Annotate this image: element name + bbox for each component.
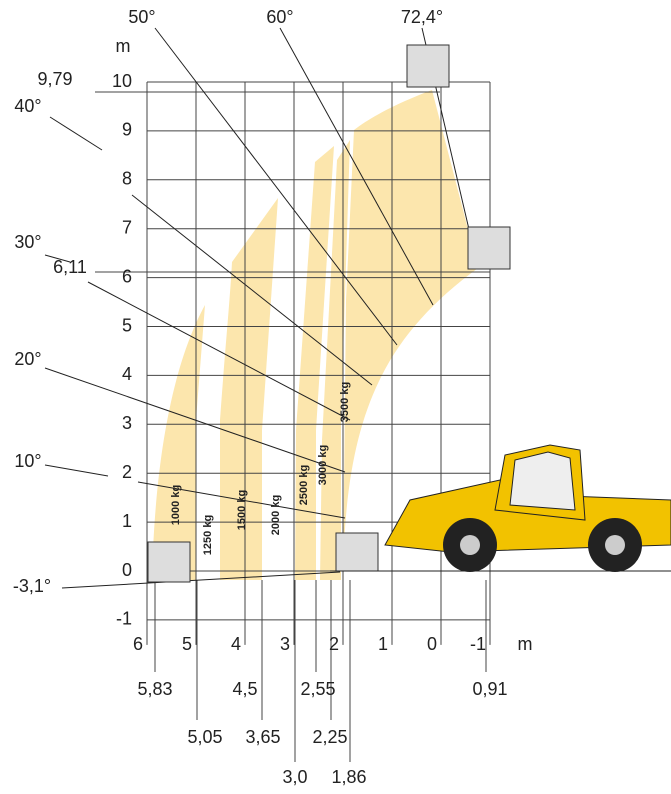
x-tick-label: 4 xyxy=(231,634,241,654)
angle-line xyxy=(61,571,341,589)
load-label: 2000 kg xyxy=(270,495,282,535)
reach-label: 2,55 xyxy=(300,679,335,699)
reach-label: 1,86 xyxy=(331,767,366,787)
reach-label: 0,91 xyxy=(472,679,507,699)
load-label: 3500 kg xyxy=(339,382,351,422)
y-tick-label: 3 xyxy=(122,413,132,433)
y-tick-label: 1 xyxy=(122,511,132,531)
load-box xyxy=(335,532,379,572)
angle-line xyxy=(137,481,346,519)
y-tick-label: -1 xyxy=(116,609,132,629)
zone xyxy=(152,305,205,580)
load-box xyxy=(147,541,191,583)
angle-label: 10° xyxy=(14,451,41,471)
angle-label: 20° xyxy=(14,349,41,369)
angle-line xyxy=(44,464,109,477)
load-label: 2500 kg xyxy=(298,465,310,505)
height-label: 9,79 xyxy=(37,69,72,89)
x-tick-label: 2 xyxy=(329,634,339,654)
x-unit: m xyxy=(518,634,533,654)
load-label: 3000 kg xyxy=(317,445,329,485)
load-label: 1500 kg xyxy=(236,490,248,530)
angle-label: 50° xyxy=(128,7,155,27)
y-tick-label: 8 xyxy=(122,169,132,189)
x-tick-label: 6 xyxy=(133,634,143,654)
x-tick-label: -1 xyxy=(470,634,486,654)
angle-line xyxy=(44,254,71,263)
x-tick-label: 1 xyxy=(378,634,388,654)
hub xyxy=(605,535,625,555)
load-label: 1250 kg xyxy=(202,515,214,555)
grid xyxy=(146,81,491,645)
angle-lines xyxy=(44,27,479,589)
y-tick-label: 9 xyxy=(122,120,132,140)
reach-lines xyxy=(95,91,490,762)
zone xyxy=(220,198,278,580)
y-tick-label: 0 xyxy=(122,560,132,580)
angle-label: 72,4° xyxy=(401,7,443,27)
angle-label: -3,1° xyxy=(13,576,51,596)
angle-line xyxy=(49,116,103,151)
load-label: 1000 kg xyxy=(170,485,182,525)
angle-line xyxy=(131,194,373,386)
y-tick-label: 6 xyxy=(122,266,132,286)
reach-label: 3,0 xyxy=(282,767,307,787)
load-box xyxy=(406,44,450,88)
loads-boxes xyxy=(147,44,511,583)
telehandler xyxy=(330,444,671,572)
reach-label: 5,83 xyxy=(137,679,172,699)
y-tick-label: 5 xyxy=(122,315,132,335)
y-tick-label: 10 xyxy=(112,71,132,91)
reach-label: 4,5 xyxy=(232,679,257,699)
x-tick-label: 0 xyxy=(427,634,437,654)
reach-label: 5,05 xyxy=(187,727,222,747)
y-tick-label: 4 xyxy=(122,364,132,384)
x-tick-label: 5 xyxy=(182,634,192,654)
angle-label: 60° xyxy=(266,7,293,27)
zone xyxy=(343,90,478,580)
angle-line xyxy=(279,27,434,306)
reach-label: 2,25 xyxy=(312,727,347,747)
x-tick-label: 3 xyxy=(280,634,290,654)
height-label: 6,11 xyxy=(53,257,87,277)
y-tick-label: 2 xyxy=(122,462,132,482)
reach-label: 3,65 xyxy=(245,727,280,747)
angle-line xyxy=(44,367,346,473)
zone xyxy=(295,146,334,580)
load-box xyxy=(467,226,511,270)
cab-window xyxy=(509,451,576,511)
y-tick-label: 7 xyxy=(122,217,132,237)
angle-line xyxy=(87,281,351,421)
hub xyxy=(460,535,480,555)
angle-line xyxy=(154,27,398,346)
angle-label: 30° xyxy=(14,232,41,252)
y-unit: m xyxy=(116,36,131,56)
angle-label: 40° xyxy=(14,96,41,116)
